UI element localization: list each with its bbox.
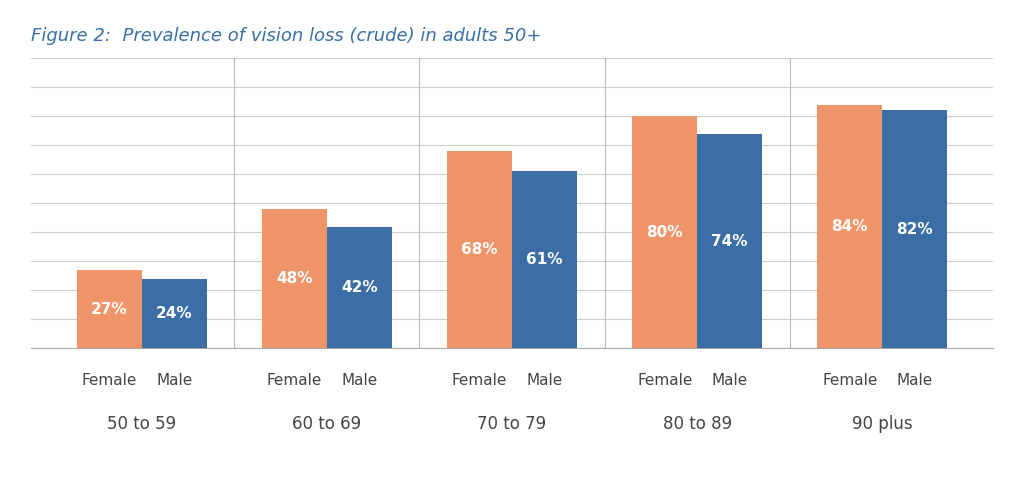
Bar <box>447 151 512 348</box>
Text: Male: Male <box>341 374 378 389</box>
Text: 42%: 42% <box>341 280 378 295</box>
Text: 80 to 89: 80 to 89 <box>663 415 732 433</box>
Text: 24%: 24% <box>156 306 193 321</box>
Bar <box>633 116 697 348</box>
Bar <box>883 110 947 348</box>
Text: Female: Female <box>267 374 323 389</box>
Bar <box>512 171 577 348</box>
Text: 80%: 80% <box>646 225 683 240</box>
Bar <box>141 279 207 348</box>
Bar <box>262 209 327 348</box>
Bar <box>697 134 762 348</box>
Text: 84%: 84% <box>831 219 868 234</box>
Text: Male: Male <box>712 374 748 389</box>
Text: Male: Male <box>156 374 193 389</box>
Text: Figure 2:  Prevalence of vision loss (crude) in adults 50+: Figure 2: Prevalence of vision loss (cru… <box>31 28 542 45</box>
Text: Female: Female <box>822 374 878 389</box>
Text: Female: Female <box>452 374 507 389</box>
Text: 70 to 79: 70 to 79 <box>477 415 547 433</box>
Text: 60 to 69: 60 to 69 <box>292 415 361 433</box>
Text: 48%: 48% <box>276 272 312 286</box>
Text: Female: Female <box>82 374 137 389</box>
Bar <box>77 270 141 348</box>
Text: Female: Female <box>637 374 692 389</box>
Text: 74%: 74% <box>712 234 748 248</box>
Text: 90 plus: 90 plus <box>852 415 912 433</box>
Text: 50 to 59: 50 to 59 <box>108 415 176 433</box>
Text: Male: Male <box>896 374 933 389</box>
Bar <box>327 227 391 348</box>
Bar <box>817 105 883 348</box>
Text: Male: Male <box>526 374 562 389</box>
Text: 27%: 27% <box>91 302 128 317</box>
Text: 68%: 68% <box>461 242 498 257</box>
Text: 82%: 82% <box>896 222 933 237</box>
Text: 61%: 61% <box>526 253 562 267</box>
